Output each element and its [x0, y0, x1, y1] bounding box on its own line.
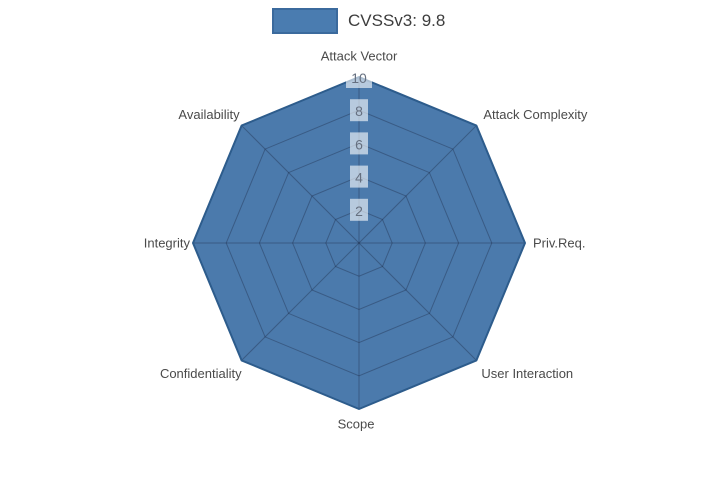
- tick-label: 10: [351, 70, 367, 86]
- tick-label: 4: [355, 170, 363, 186]
- grid-ring: [225, 109, 493, 377]
- axis-spoke: [358, 242, 477, 361]
- grid-ring: [258, 142, 460, 344]
- legend: CVSSv3: 9.8: [272, 8, 445, 34]
- series-fill-area: [193, 77, 525, 409]
- axis-spoke: [241, 125, 360, 244]
- axis-label-scope: Scope: [338, 417, 375, 432]
- axis-label-user-interaction: User Interaction: [481, 366, 573, 381]
- grid-ring: [325, 209, 393, 277]
- tick-label: 6: [355, 136, 363, 152]
- tick-box: [350, 132, 368, 155]
- axis-label-priv-req: Priv.Req.: [533, 236, 586, 251]
- axis-label-confidentiality: Confidentiality: [160, 366, 242, 381]
- axis-label-availability: Availability: [178, 107, 240, 122]
- legend-swatch[interactable]: [272, 8, 338, 34]
- tick-box: [346, 66, 372, 88]
- grid-ring: [292, 176, 426, 310]
- tick-label: 8: [355, 103, 363, 119]
- axis-label-attack-vector: Attack Vector: [321, 49, 398, 64]
- tick-box: [350, 198, 368, 221]
- axis-label-attack-complexity: Attack Complexity: [483, 107, 588, 122]
- axis-spoke: [241, 242, 360, 361]
- series-outline: [192, 76, 526, 410]
- axis-label-integrity: Integrity: [144, 236, 191, 251]
- axis-spoke: [358, 125, 477, 244]
- tick-label: 2: [355, 203, 363, 219]
- tick-box: [350, 165, 368, 188]
- tick-box: [350, 99, 368, 122]
- legend-label[interactable]: CVSSv3: 9.8: [348, 11, 446, 30]
